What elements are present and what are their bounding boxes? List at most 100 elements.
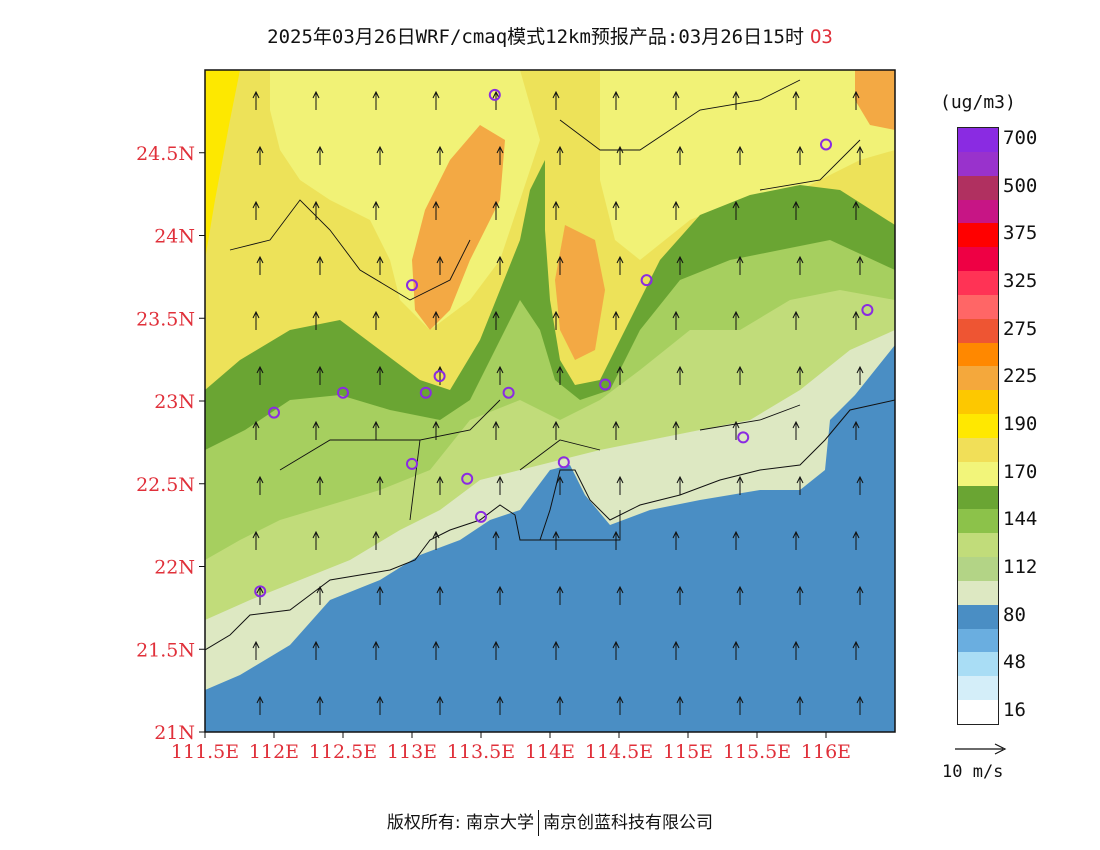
lon-tick-label: 113.5E (447, 741, 515, 763)
wind-arrow (252, 200, 260, 220)
wind-arrow (432, 420, 440, 440)
wind-arrow (252, 640, 260, 660)
wind-arrow (312, 310, 320, 330)
wind-arrow (552, 200, 560, 220)
colorbar-swatch (958, 461, 998, 487)
wind-arrow (316, 145, 324, 165)
colorbar-swatch (958, 604, 998, 630)
colorbar-swatch (958, 485, 998, 510)
colorbar-swatch (958, 557, 998, 582)
colorbar (957, 127, 999, 725)
colorbar-swatch (958, 676, 998, 701)
wind-arrow (672, 200, 680, 220)
coastline (205, 79, 895, 651)
wind-arrow (256, 475, 264, 495)
pollutant-name: O3 (809, 26, 833, 48)
wind-arrow (732, 640, 740, 660)
wind-arrow (252, 310, 260, 330)
wind-arrow (256, 695, 264, 715)
wind-arrow (736, 695, 744, 715)
colorbar-label: 112 (1003, 556, 1038, 579)
wind-arrow (732, 200, 740, 220)
colorbar-swatch (958, 628, 998, 653)
wind-arrow (492, 200, 500, 220)
lon-tick-label: 112E (249, 741, 299, 763)
wind-arrow (616, 255, 624, 275)
wind-arrow (496, 695, 504, 715)
wind-arrow (376, 365, 384, 385)
wind-arrow (556, 585, 564, 605)
wind-arrow (796, 475, 804, 495)
lat-tick-label: 23N (154, 391, 195, 413)
wind-arrow (852, 420, 860, 440)
colorbar-swatch (958, 151, 998, 177)
lat-tick-label: 24.5N (136, 143, 195, 165)
wind-arrow (732, 90, 740, 110)
wind-arrow (852, 200, 860, 220)
colorbar-label: 375 (1003, 222, 1038, 245)
title-text: 2025年03月26日WRF/cmaq模式12km预报产品:03月26日15时 (267, 26, 804, 48)
wind-arrow (492, 530, 500, 550)
sea (205, 345, 895, 732)
colorbar-swatch (958, 271, 998, 296)
footer-right: 南京创蓝科技有限公司 (543, 813, 714, 833)
colorbar-label: 16 (1003, 699, 1026, 722)
wind-arrow (852, 310, 860, 330)
lon-tick-label: 115.5E (723, 741, 791, 763)
wind-arrow (856, 475, 864, 495)
wind-arrow (736, 255, 744, 275)
station-marker (502, 386, 515, 399)
colorbar-swatch (958, 175, 998, 200)
longitude-ticks: 111.5E 112E 112.5E 113E 113.5E 114E 114.5E 115E… (171, 732, 851, 763)
wind-arrow (436, 255, 444, 275)
colorbar-label: 500 (1003, 174, 1038, 197)
wind-arrow (312, 90, 320, 110)
wind-arrow (432, 640, 440, 660)
colorbar-swatch (958, 128, 998, 153)
lon-tick-label: 111.5E (171, 741, 239, 763)
colorbar-swatch (958, 342, 998, 367)
wind-arrow (252, 530, 260, 550)
colorbar-swatch (958, 318, 998, 344)
wind-arrow (616, 145, 624, 165)
wind-arrow (736, 145, 744, 165)
station-marker (737, 431, 750, 444)
wind-arrow (432, 310, 440, 330)
wind-arrow (796, 145, 804, 165)
band-225-ne (855, 70, 895, 130)
band-225-north-b (555, 225, 605, 360)
wind-arrow (732, 530, 740, 550)
wind-arrow (432, 200, 440, 220)
wind-arrow (616, 585, 624, 605)
wind-arrow (372, 420, 380, 440)
lat-tick-label: 22N (154, 557, 195, 579)
lat-tick-label: 24N (154, 226, 195, 248)
wind-arrow (312, 420, 320, 440)
wind-arrow (612, 420, 620, 440)
wind-arrow (796, 695, 804, 715)
wind-arrow (732, 310, 740, 330)
wind-arrow (372, 90, 380, 110)
wind-arrow (672, 530, 680, 550)
wind-arrow (496, 145, 504, 165)
colorbar-label: 170 (1003, 460, 1038, 483)
wind-arrow (316, 365, 324, 385)
wind-arrow (552, 90, 560, 110)
lat-tick-label: 21N (154, 722, 195, 744)
wind-arrow (612, 640, 620, 660)
wind-arrow (612, 310, 620, 330)
station-marker (488, 88, 501, 101)
footer: 版权所有: 南京大学 南京创蓝科技有限公司 (0, 808, 1100, 836)
monitoring-stations (254, 88, 874, 598)
station-marker (406, 279, 418, 292)
colorbar-swatch (958, 390, 998, 415)
lat-tick-label: 21.5N (136, 639, 195, 661)
wind-arrow (316, 695, 324, 715)
wind-arrow (376, 145, 384, 165)
station-marker (475, 510, 487, 523)
station-marker (337, 386, 349, 399)
wind-arrow (792, 530, 800, 550)
wind-arrow (436, 475, 444, 495)
wind-arrow (552, 310, 560, 330)
lon-tick-label: 114.5E (585, 741, 653, 763)
